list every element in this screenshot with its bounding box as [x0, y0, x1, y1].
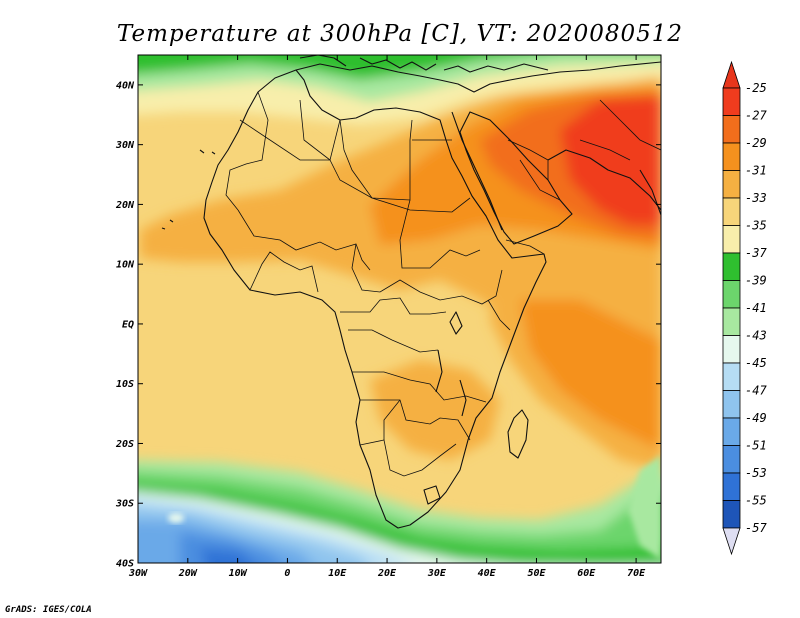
y-tick-label: 20N: [115, 200, 135, 211]
colorbar-label: -53: [745, 466, 767, 480]
colorbar-swatch: [722, 445, 741, 474]
colorbar-swatch: [722, 87, 741, 116]
colorbar-swatch: [722, 115, 741, 144]
colorbar-label: -41: [745, 301, 767, 315]
colorbar-swatch: [722, 197, 741, 226]
colorbar-label: -27: [745, 109, 767, 123]
colorbar-swatch: [722, 142, 741, 171]
x-axis: 30W 20W 10W 0 10E 20E 30E 40E 50E 60E 70E: [128, 55, 646, 579]
colorbar-label: -45: [745, 356, 767, 370]
colorbar-bottom-arrow: [722, 527, 741, 556]
y-tick-label: 30N: [115, 140, 135, 151]
colorbar-swatch: [722, 362, 741, 391]
colorbar-swatch: [722, 307, 741, 336]
colorbar-label: -47: [745, 384, 767, 398]
x-tick-label: 30W: [128, 568, 148, 579]
colorbar-label: -31: [745, 164, 767, 178]
x-tick-label: 60E: [577, 568, 596, 579]
colorbar-swatch: [722, 252, 741, 281]
x-tick-label: 20W: [178, 568, 198, 579]
colorbar-swatch: [722, 390, 741, 419]
y-tick-label: 40N: [116, 80, 135, 91]
x-tick-label: 70E: [627, 568, 646, 579]
colorbar-label: -57: [745, 521, 767, 535]
y-tick-label: 20S: [115, 439, 134, 450]
colorbar-swatch: [722, 280, 741, 309]
country-borders: [225, 91, 661, 477]
colorbar-label: -29: [745, 136, 767, 150]
x-tick-label: 30E: [427, 568, 447, 579]
colorbar-label: -39: [745, 274, 767, 288]
y-tick-label: 40S: [116, 559, 134, 570]
x-tick-label: 10E: [328, 568, 347, 579]
colorbar-swatch: [722, 225, 741, 254]
colorbar-swatch: [722, 500, 741, 529]
colorbar-label: -43: [745, 329, 767, 343]
map-title: Temperature at 300hPa [C], VT: 202008051…: [117, 21, 683, 47]
x-tick-label: 0: [284, 568, 290, 579]
map-frame: [137, 54, 662, 564]
colorbar-label: -35: [745, 219, 767, 233]
x-tick-label: 40E: [478, 568, 497, 579]
y-tick-label: 10S: [116, 379, 134, 390]
colorbar-label: -33: [745, 191, 767, 205]
x-tick-label: 20E: [377, 568, 397, 579]
colorbar-swatch: [722, 472, 741, 501]
colorbar-swatch: [722, 417, 741, 446]
y-tick-label: 10N: [116, 260, 135, 271]
colorbar-label: -37: [745, 246, 767, 260]
colorbar-label: -49: [745, 411, 767, 425]
colorbar-label: -25: [745, 81, 767, 95]
colorbar-swatch: [722, 170, 741, 199]
colorbar-label: -55: [745, 494, 767, 508]
x-tick-label: 10W: [229, 568, 248, 579]
grads-credit: GrADS: IGES/COLA: [5, 605, 92, 615]
colorbar: -25 -27 -29 -31 -33 -35 -37 -39 -41 -43 -45 -47 -49 -…: [722, 60, 767, 556]
colorbar-label: -51: [745, 439, 767, 453]
colorbar-top-arrow: [722, 60, 741, 89]
temperature-field: [138, 55, 661, 563]
coastlines: [161, 55, 661, 529]
colorbar-swatch: [722, 335, 741, 364]
x-tick-label: 50E: [527, 568, 546, 579]
y-tick-label: 30S: [115, 499, 134, 510]
y-tick-label: EQ: [122, 319, 134, 330]
y-axis: 40N 30N 20N 10N EQ 10S 20S 30S 40S: [115, 80, 661, 570]
